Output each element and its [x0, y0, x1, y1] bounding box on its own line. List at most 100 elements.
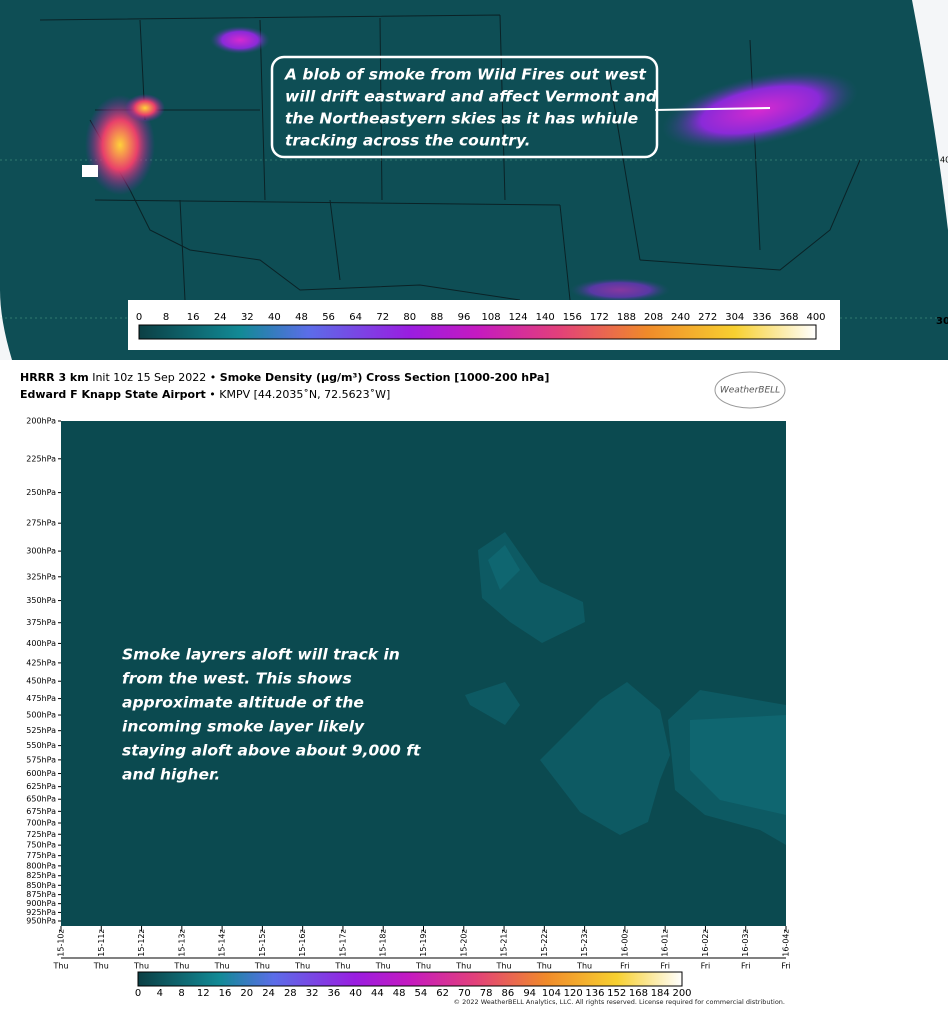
colorbar-label: 188 [617, 312, 636, 323]
colorbar-label: 0 [136, 312, 142, 323]
colorbar-label: 16 [219, 988, 232, 999]
y-tick-label: 450hPa [26, 677, 56, 686]
day-label: Thu [133, 962, 149, 971]
colorbar-label: 78 [480, 988, 493, 999]
day-label: Thu [254, 962, 270, 971]
colorbar-label: 48 [295, 312, 308, 323]
colorbar-label: 80 [403, 312, 416, 323]
y-tick-label: 850hPa [26, 881, 56, 890]
y-tick-label: 900hPa [26, 899, 56, 908]
colorbar-ticks: 0 4 8 12 16 20 24 28 32 36 40 44 48 54 62 70 78 86 94 104 12… [135, 988, 692, 999]
cross-section: HRRR 3 km Init 10z 15 Sep 2022 • Smoke D… [20, 371, 791, 1006]
y-tick-label: 275hPa [26, 519, 56, 528]
day-label: Fri [781, 962, 791, 971]
colorbar-label: 272 [698, 312, 717, 323]
day-label: Thu [52, 962, 68, 971]
day-label: Thu [294, 962, 310, 971]
y-tick-label: 825hPa [26, 871, 56, 880]
annotation-line: and higher. [122, 766, 220, 784]
day-label: Thu [334, 962, 350, 971]
day-label: Fri [701, 962, 711, 971]
annotation-line: the Northeastyern skies as it has whiule [285, 110, 638, 128]
colorbar-label: 86 [502, 988, 515, 999]
x-tick-label: 16-03z [741, 929, 750, 956]
colorbar-label: 104 [542, 988, 561, 999]
annotation-line: staying aloft above about 9,000 ft [122, 742, 421, 760]
smoke-plume [661, 70, 859, 150]
colorbar-label: 208 [644, 312, 663, 323]
x-tick-label: 15-23z [580, 929, 589, 956]
colorbar-label: 8 [178, 988, 184, 999]
x-tick-label: 16-02z [701, 929, 710, 956]
x-tick-label: 15-11z [97, 929, 106, 956]
y-tick-label: 650hPa [26, 795, 56, 804]
y-tick-label: 225hPa [26, 454, 56, 463]
chart-title: HRRR 3 km Init 10z 15 Sep 2022 • Smoke D… [20, 371, 549, 384]
location: • KMPV [44.2035˚N, 72.5623˚W] [209, 388, 390, 401]
annotation-line: A blob of smoke from Wild Fires out west [284, 66, 646, 84]
colorbar-label: 152 [607, 988, 626, 999]
y-tick-label: 750hPa [26, 841, 56, 850]
y-tick-label: 600hPa [26, 769, 56, 778]
y-tick-label: 875hPa [26, 890, 56, 899]
y-tick-label: 400hPa [26, 639, 56, 648]
colorbar-label: 94 [523, 988, 536, 999]
y-tick-label: 300hPa [26, 547, 56, 556]
colorbar-label: 70 [458, 988, 471, 999]
title-init: Init 10z 15 Sep 2022 • [92, 371, 216, 384]
smoke-blob [570, 278, 670, 302]
annotation-line: Smoke layrers aloft will track in [122, 646, 400, 664]
colorbar-label: 72 [376, 312, 389, 323]
y-tick-label: 800hPa [26, 861, 56, 870]
colorbar-label: 168 [629, 988, 648, 999]
x-tick-label: 15-12z [137, 929, 146, 956]
colorbar-label: 120 [564, 988, 583, 999]
colorbar-label: 24 [262, 988, 275, 999]
colorbar-label: 108 [481, 312, 500, 323]
x-tick-label: 15-22z [540, 929, 549, 956]
colorbar-label: 28 [284, 988, 297, 999]
x-tick-label: 15-20z [459, 929, 468, 956]
axes: 200hPa 225hPa 250hPa 275hPa 300hPa 325hPa 350h… [26, 417, 790, 971]
y-tick-label: 550hPa [26, 741, 56, 750]
smoke-blob [210, 26, 270, 54]
day-label: Fri [660, 962, 670, 971]
y-tick-label: 200hPa [26, 417, 56, 426]
y-tick-label: 725hPa [26, 830, 56, 839]
x-tick-label: 15-21z [500, 929, 509, 956]
x-tick-label: 15-17z [338, 929, 347, 956]
day-label: Thu [173, 962, 189, 971]
x-tick-label: 16-00z [620, 929, 629, 956]
annotation: Smoke layrers aloft will track in from th… [122, 646, 421, 784]
logo-ring [714, 371, 786, 409]
colorbar-label: 96 [458, 312, 471, 323]
day-label: Thu [455, 962, 471, 971]
lat-label: 30 [936, 316, 948, 327]
day-label: Fri [620, 962, 630, 971]
y-tick-label: 675hPa [26, 807, 56, 816]
annotation-line: approximate altitude of the [122, 694, 364, 712]
y-tick-label: 700hPa [26, 819, 56, 828]
day-label: Fri [741, 962, 751, 971]
x-tick-label: 15-10z [57, 929, 66, 956]
day-label: Thu [93, 962, 109, 971]
title-product: Smoke Density (µg/m³) Cross Section [100… [220, 371, 550, 384]
colorbar-label: 336 [752, 312, 771, 323]
smoke-map: A blob of smoke from Wild Fires out west… [0, 0, 948, 360]
y-tick-label: 250hPa [26, 488, 56, 497]
y-tick-label: 575hPa [26, 755, 56, 764]
colorbar-label: 184 [651, 988, 670, 999]
plot-area [61, 421, 786, 926]
station: Edward F Knapp State Airport [20, 388, 206, 401]
colorbar-label: 8 [163, 312, 169, 323]
day-label: Thu [496, 962, 512, 971]
colorbar-label: 304 [725, 312, 744, 323]
annotation-box [270, 55, 659, 159]
day-label: Thu [375, 962, 391, 971]
x-tick-label: 15-18z [379, 929, 388, 956]
colorbar-label: 62 [436, 988, 449, 999]
y-tick-label: 325hPa [26, 572, 56, 581]
day-label: Thu [576, 962, 592, 971]
chart-subtitle: Edward F Knapp State Airport • KMPV [44.… [20, 388, 390, 401]
